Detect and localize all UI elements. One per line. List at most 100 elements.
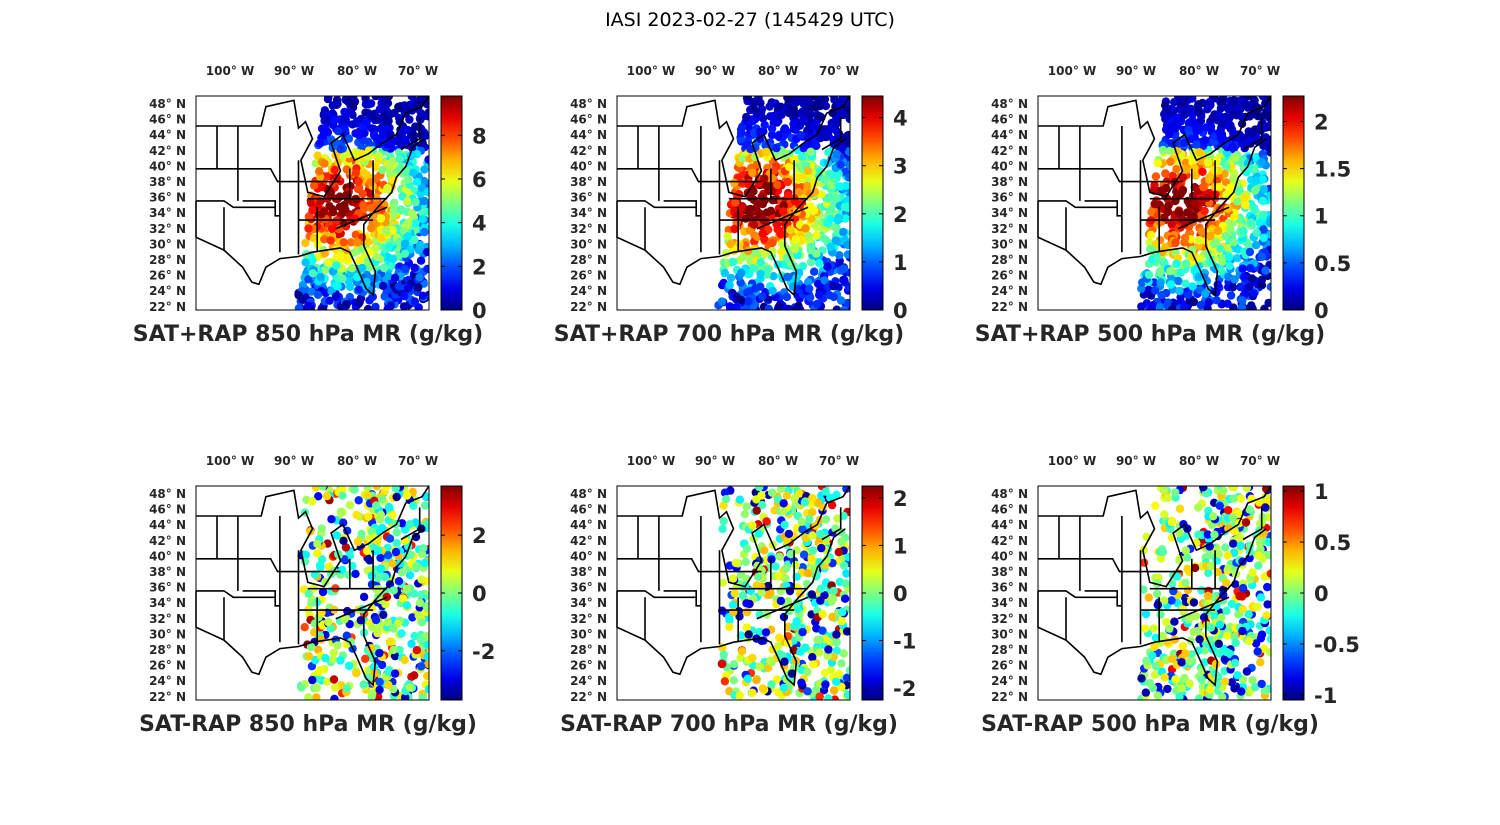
lat-tick-label: 42° N <box>570 144 607 158</box>
lat-tick-label: 32° N <box>991 612 1028 626</box>
lat-tick-label: 42° N <box>570 534 607 548</box>
lon-tick-label: 100° W <box>627 64 675 78</box>
lat-tick-label: 48° N <box>570 97 607 111</box>
lat-tick-label: 42° N <box>149 534 186 548</box>
lat-tick-label: 34° N <box>570 206 607 220</box>
lat-tick-label: 46° N <box>149 503 186 517</box>
lat-tick-label: 42° N <box>991 534 1028 548</box>
lat-tick-label: 30° N <box>570 237 607 251</box>
lat-tick-label: 48° N <box>991 97 1028 111</box>
lat-tick-label: 38° N <box>991 565 1028 579</box>
panel-caption: SAT-RAP 850 hPa MR (g/kg) <box>139 712 477 737</box>
lon-tick-label: 80° W <box>758 454 798 468</box>
state-boundaries <box>616 485 851 687</box>
lat-tick-label: 42° N <box>991 144 1028 158</box>
lat-tick-label: 40° N <box>149 549 186 563</box>
lat-tick-label: 30° N <box>570 627 607 641</box>
lat-tick-label: 34° N <box>991 206 1028 220</box>
lat-tick-label: 32° N <box>991 222 1028 236</box>
map-frame <box>1037 95 1272 311</box>
lat-tick-label: 30° N <box>149 627 186 641</box>
lat-tick-label: 28° N <box>570 253 607 267</box>
swath-data <box>294 96 429 310</box>
colorbar-tick-label: 1 <box>893 251 908 275</box>
colorbar-tick-label: 3 <box>893 155 908 179</box>
lat-tick-label: 32° N <box>570 222 607 236</box>
lat-tick-label: 46° N <box>991 503 1028 517</box>
lat-tick-label: 28° N <box>149 253 186 267</box>
lat-tick-label: 34° N <box>149 596 186 610</box>
lat-tick-label: 48° N <box>149 97 186 111</box>
lon-tick-label: 70° W <box>1240 64 1280 78</box>
lat-tick-label: 24° N <box>570 284 607 298</box>
lat-tick-label: 32° N <box>570 612 607 626</box>
panel-caption: SAT+RAP 500 hPa MR (g/kg) <box>975 322 1325 347</box>
colorbar-tick-label: 2 <box>472 524 487 548</box>
lat-tick-label: 48° N <box>149 487 186 501</box>
colorbar-tick-label: -2 <box>893 677 916 701</box>
lat-tick-label: 40° N <box>570 549 607 563</box>
colorbar-tick-label: 0.5 <box>1314 531 1351 555</box>
lon-tick-label: 70° W <box>398 64 438 78</box>
colorbar-tick-label: -1 <box>1314 684 1337 708</box>
lon-tick-label: 90° W <box>695 454 735 468</box>
lat-tick-label: 44° N <box>570 518 607 532</box>
lon-tick-label: 90° W <box>274 64 314 78</box>
lon-tick-label: 70° W <box>819 454 859 468</box>
swath-data <box>1137 486 1271 700</box>
lat-tick-label: 46° N <box>991 113 1028 127</box>
panel-caption: SAT+RAP 700 hPa MR (g/kg) <box>554 322 904 347</box>
lat-tick-label: 34° N <box>991 596 1028 610</box>
lat-tick-label: 24° N <box>991 674 1028 688</box>
colorbar-tick-label: 2 <box>893 203 908 227</box>
colorbar-tick-label: 0 <box>893 582 908 606</box>
lat-tick-label: 42° N <box>149 144 186 158</box>
map-panel: 100° W 90° W 80° W 70° W 48° N 46° N44° N 42° … <box>554 64 908 347</box>
colorbar-tick-label: 2 <box>472 255 487 279</box>
state-boundaries <box>1037 95 1272 297</box>
lat-tick-label: 28° N <box>570 643 607 657</box>
lat-tick-label: 26° N <box>991 659 1028 673</box>
colorbar-tick-label: 2 <box>893 487 908 511</box>
colorbar-tick-label: 4 <box>893 107 908 131</box>
lon-tick-label: 80° W <box>758 64 798 78</box>
map-panel: 100° W 90° W 80° W 70° W 48° N 46° N44° N 42° … <box>133 64 487 347</box>
lat-tick-label: 26° N <box>570 659 607 673</box>
panel-caption: SAT-RAP 700 hPa MR (g/kg) <box>560 712 898 737</box>
lat-tick-label: 26° N <box>149 659 186 673</box>
colorbar-tick-label: 6 <box>472 168 487 192</box>
colorbar-tick-label: 4 <box>472 212 487 236</box>
colorbar-tick-label: -2 <box>472 640 495 664</box>
lon-tick-label: 100° W <box>206 64 254 78</box>
lon-tick-label: 100° W <box>1048 454 1096 468</box>
lon-tick-label: 70° W <box>819 64 859 78</box>
lat-tick-label: 46° N <box>149 113 186 127</box>
map-panel: 100° W 90° W 80° W 70° W 48° N 46° N44° N 42° … <box>139 454 495 737</box>
lat-tick-label: 36° N <box>149 581 186 595</box>
figure-title: IASI 2023-02-27 (145429 UTC) <box>605 9 895 31</box>
lat-tick-label: 24° N <box>991 284 1028 298</box>
lat-tick-label: 40° N <box>991 549 1028 563</box>
lat-tick-label: 36° N <box>991 581 1028 595</box>
lat-tick-label: 44° N <box>149 128 186 142</box>
lat-tick-label: 22° N <box>570 300 607 314</box>
lat-tick-label: 26° N <box>991 269 1028 283</box>
colorbar-tick-label: 2 <box>1314 110 1329 134</box>
lon-tick-label: 90° W <box>274 454 314 468</box>
lon-tick-label: 90° W <box>695 64 735 78</box>
lat-tick-label: 40° N <box>149 159 186 173</box>
map-panel: 100° W 90° W 80° W 70° W 48° N 46° N44° N 42° … <box>560 454 916 737</box>
lat-tick-label: 30° N <box>991 627 1028 641</box>
map-frame <box>616 95 851 311</box>
lat-tick-label: 26° N <box>570 269 607 283</box>
lat-tick-label: 28° N <box>149 643 186 657</box>
swath-data <box>717 486 850 700</box>
lat-tick-label: 30° N <box>991 237 1028 251</box>
lat-tick-label: 34° N <box>149 206 186 220</box>
lat-tick-label: 22° N <box>149 300 186 314</box>
swath-data <box>296 486 429 700</box>
lon-tick-label: 80° W <box>1179 64 1219 78</box>
lat-tick-label: 26° N <box>149 269 186 283</box>
lat-tick-label: 32° N <box>149 222 186 236</box>
colorbar <box>861 95 884 311</box>
